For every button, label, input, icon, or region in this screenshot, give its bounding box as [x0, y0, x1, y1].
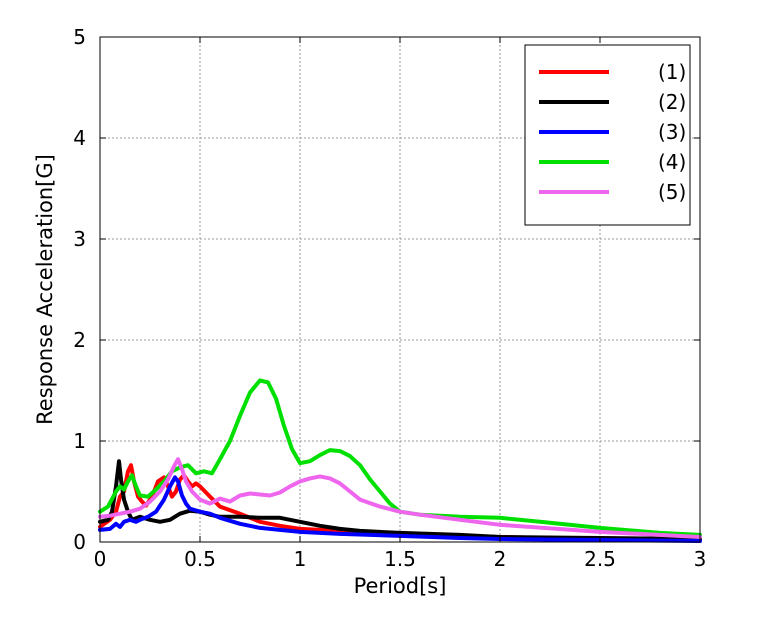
series-line-1 — [98, 463, 702, 542]
legend-label-2: (2) — [658, 90, 686, 114]
x-tick-label: 0.5 — [184, 547, 216, 571]
y-tick-label: 3 — [73, 227, 86, 251]
series-line-5 — [98, 457, 702, 539]
legend-label-5: (5) — [658, 180, 686, 204]
y-tick-label: 0 — [73, 530, 86, 554]
x-axis-title: Period[s] — [354, 574, 447, 598]
legend: (1) (2) (3) (4) (5) — [524, 44, 691, 226]
y-tick-label: 2 — [73, 328, 86, 352]
legend-label-1: (1) — [658, 60, 686, 84]
legend-label-4: (4) — [658, 150, 686, 174]
series-line-3 — [98, 475, 702, 543]
x-tick-label: 0 — [94, 547, 107, 571]
legend-box — [524, 44, 691, 226]
y-tick-label: 5 — [73, 25, 86, 49]
y-axis-title: Response Acceleration[G] — [33, 154, 57, 425]
x-tick-label: 1 — [294, 547, 307, 571]
y-tick-label: 1 — [73, 429, 86, 453]
x-tick-label: 3 — [694, 547, 707, 571]
y-tick-label: 4 — [73, 126, 86, 150]
x-tick-label: 2 — [494, 547, 507, 571]
legend-label-3: (3) — [658, 120, 686, 144]
x-tick-label: 2.5 — [584, 547, 616, 571]
ticks: 0 0.5 1 1.5 2 2.5 3 0 1 2 3 4 5 — [73, 25, 706, 571]
x-tick-label: 1.5 — [384, 547, 416, 571]
series-group — [98, 378, 702, 543]
